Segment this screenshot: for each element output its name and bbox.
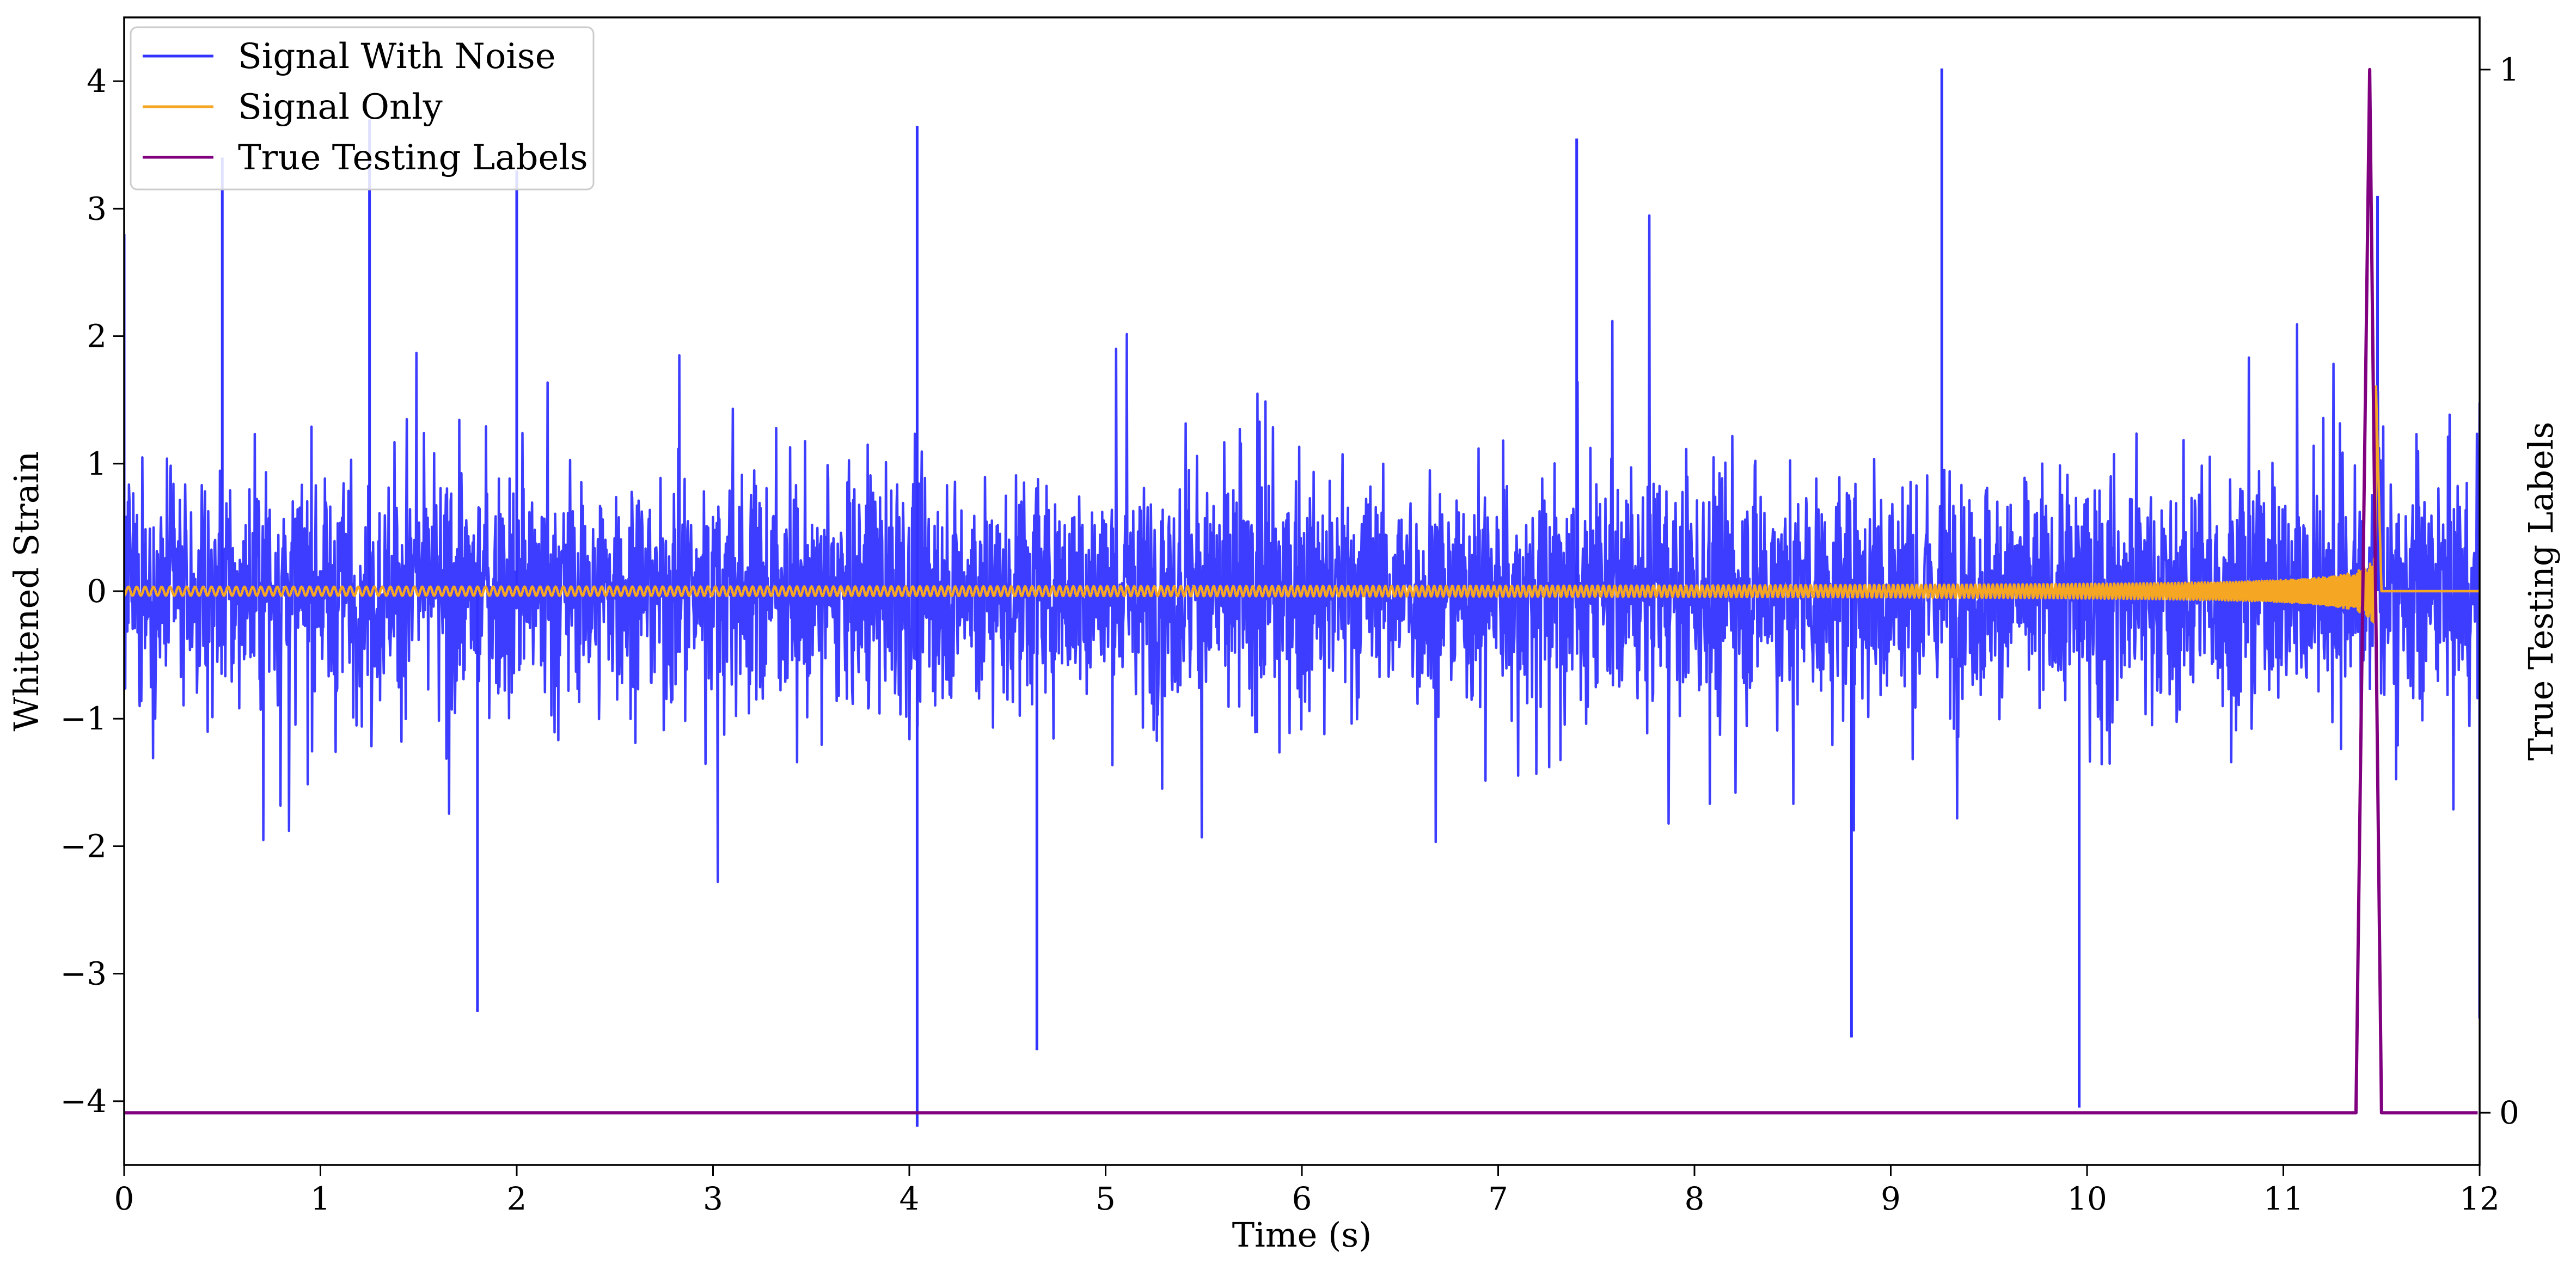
series-signal-only (124, 385, 2480, 624)
legend-entry: Signal Only (143, 87, 443, 127)
y-tick-label: −3 (60, 955, 107, 992)
legend-entry: Signal With Noise (143, 36, 556, 77)
y-tick-label: −1 (60, 700, 107, 737)
legend-label: True Testing Labels (238, 138, 588, 178)
y-tick-label: 4 (87, 63, 107, 100)
y-tick-label: −2 (60, 827, 107, 864)
x-tick-label: 6 (1292, 1180, 1312, 1217)
legend-label: Signal With Noise (238, 36, 556, 77)
y-axis-title: Whitened Strain (7, 451, 46, 732)
y-axis-left: −4 −3 −2 −1 0 1 2 3 4 (60, 63, 124, 1120)
legend: Signal With Noise Signal Only True Testing… (130, 26, 595, 191)
y-right-tick-label: 1 (2499, 51, 2519, 88)
y-tick-label: 1 (87, 445, 107, 482)
x-tick-label: 1 (310, 1180, 331, 1217)
series-true-testing-labels (124, 68, 2478, 1115)
x-tick-label: 0 (114, 1180, 134, 1217)
y-axis-right-title: True Testing Labels (2521, 422, 2561, 761)
y-axis-right: 01 (2480, 51, 2519, 1131)
plot-area (124, 68, 2480, 1127)
x-tick-label: 2 (507, 1180, 527, 1217)
x-tick-label: 5 (1096, 1180, 1116, 1217)
x-tick-label: 4 (900, 1180, 920, 1217)
y-tick-label: 2 (87, 318, 107, 355)
x-axis-title: Time (s) (1232, 1215, 1372, 1255)
legend-box (130, 26, 595, 191)
y-tick-label: 3 (87, 190, 107, 227)
x-axis: 0 1 2 3 4 5 6 7 8 9 10 11 12 (114, 1165, 2500, 1217)
x-tick-label: 11 (2263, 1180, 2304, 1217)
y-tick-label: −4 (60, 1083, 107, 1120)
series-signal-with-noise (124, 214, 2480, 884)
y-tick-label: 0 (87, 573, 107, 610)
legend-label: Signal Only (238, 87, 443, 127)
x-tick-label: 10 (2067, 1180, 2107, 1217)
x-tick-label: 8 (1685, 1180, 1705, 1217)
x-tick-label: 12 (2459, 1180, 2500, 1217)
x-tick-label: 9 (1881, 1180, 1901, 1217)
x-tick-label: 7 (1488, 1180, 1508, 1217)
x-tick-label: 3 (703, 1180, 723, 1217)
y-right-tick-label: 0 (2499, 1094, 2519, 1131)
legend-entry: True Testing Labels (143, 138, 588, 178)
